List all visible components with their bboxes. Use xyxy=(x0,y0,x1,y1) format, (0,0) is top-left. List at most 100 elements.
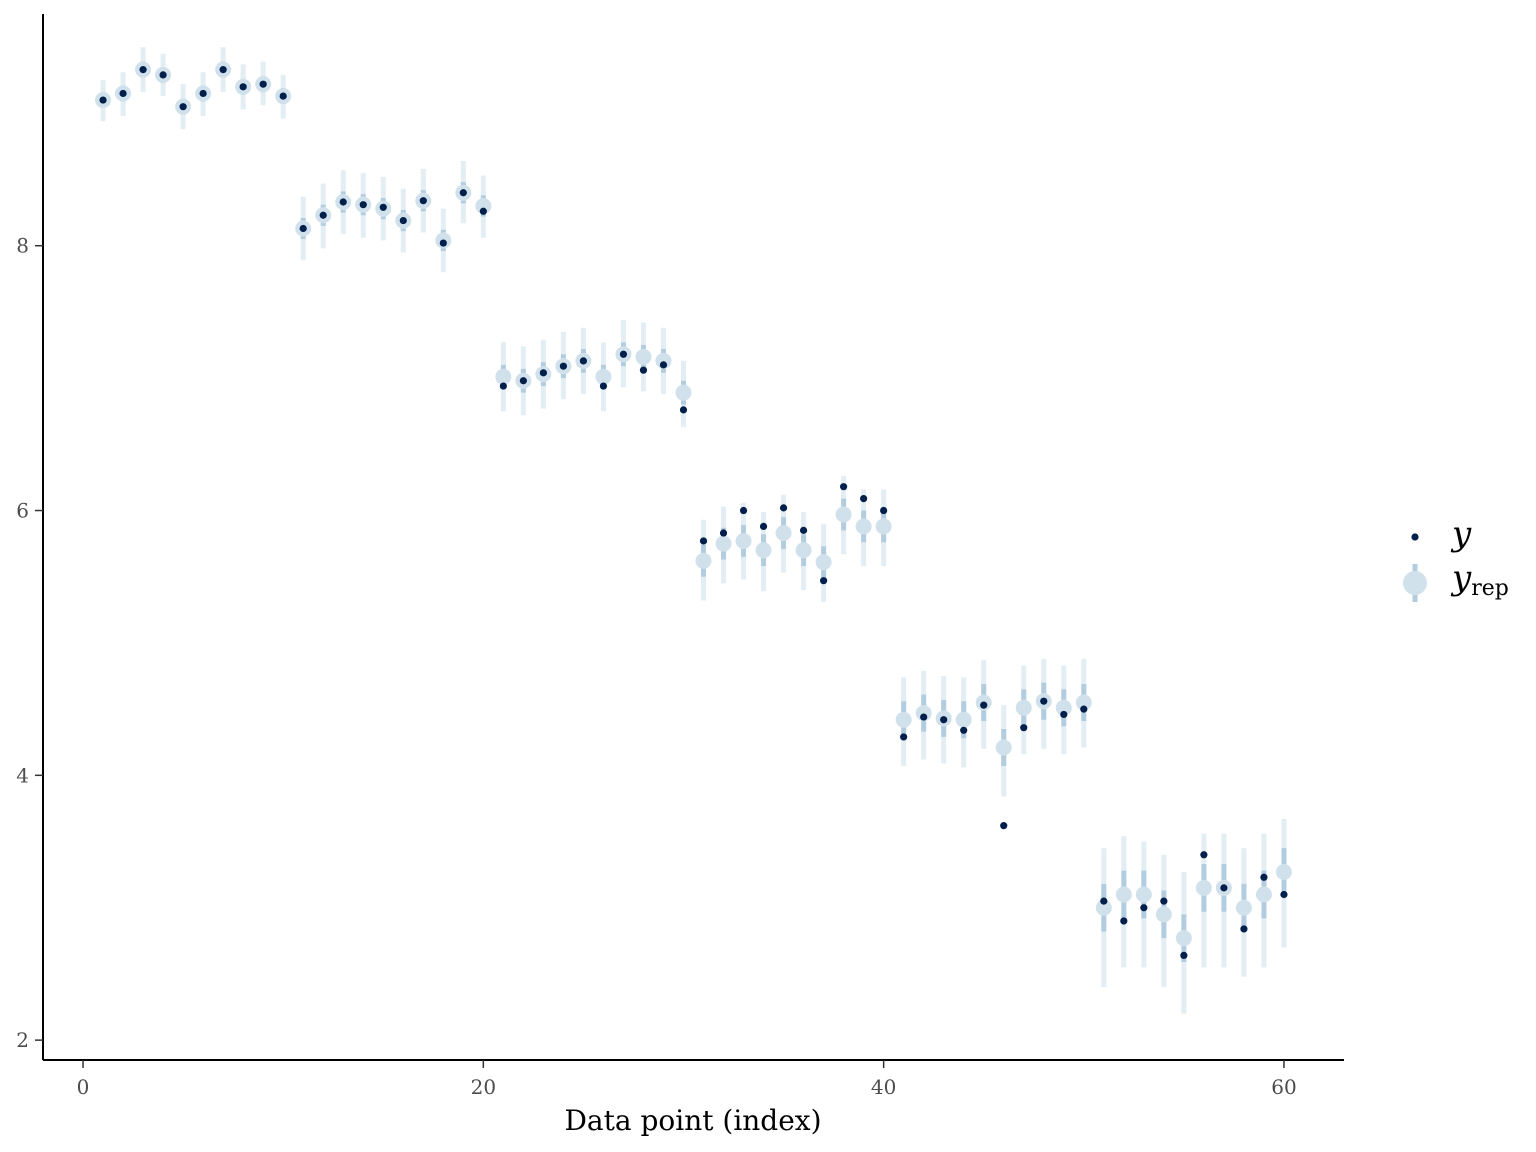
y-point xyxy=(519,377,527,385)
y-point xyxy=(1160,897,1168,905)
y-point xyxy=(1080,705,1088,713)
yrep-point xyxy=(1115,886,1132,903)
legend-y-marker xyxy=(1411,533,1419,541)
y-tick-label: 8 xyxy=(16,234,29,258)
y-point xyxy=(820,577,828,585)
y-point xyxy=(1120,917,1128,925)
y-point xyxy=(880,506,888,515)
yrep-point xyxy=(735,532,752,549)
y-point xyxy=(99,96,107,104)
y-point xyxy=(1060,710,1068,719)
yrep-point xyxy=(1155,906,1172,923)
y-point xyxy=(1180,951,1188,960)
x-tick-label: 40 xyxy=(871,1075,896,1099)
yrep-point xyxy=(1015,699,1032,716)
y-point xyxy=(739,506,748,515)
y-point xyxy=(1240,925,1248,933)
y-point xyxy=(339,198,347,206)
x-tick-label: 60 xyxy=(1271,1075,1296,1099)
yrep-point xyxy=(715,535,732,552)
y-point xyxy=(679,406,688,414)
y-point xyxy=(319,211,327,219)
y-point xyxy=(1020,724,1028,732)
y-tick-label: 6 xyxy=(16,499,29,523)
y-point xyxy=(1280,890,1288,899)
y-tick-label: 4 xyxy=(16,763,29,787)
y-point xyxy=(539,369,547,377)
yrep-point xyxy=(1255,886,1272,903)
y-point xyxy=(1260,873,1268,881)
yrep-point xyxy=(695,552,712,569)
yrep-point xyxy=(495,368,512,385)
y-point xyxy=(759,522,768,531)
y-point xyxy=(699,537,708,545)
legend: y yrep xyxy=(1403,514,1509,602)
y-point xyxy=(719,529,728,537)
yrep-point xyxy=(1135,886,1152,903)
y-point xyxy=(940,716,948,724)
y-point xyxy=(139,66,147,74)
yrep-point xyxy=(1055,699,1072,716)
yrep-point xyxy=(895,711,912,728)
yrep-point xyxy=(955,711,972,728)
y-point xyxy=(920,713,928,721)
yrep-point xyxy=(475,197,492,214)
legend-yrep-base: y xyxy=(1450,558,1472,598)
y-point xyxy=(499,382,507,390)
y-point xyxy=(659,361,668,369)
legend-yrep-marker xyxy=(1403,571,1427,595)
y-point xyxy=(980,701,988,709)
yrep-point xyxy=(1235,899,1252,916)
y-point xyxy=(599,382,608,390)
y-point xyxy=(239,83,247,91)
yrep-point xyxy=(1175,930,1192,947)
y-point xyxy=(439,239,447,247)
legend-y-label: y xyxy=(1450,514,1472,554)
yrep-point xyxy=(635,348,652,365)
y-point xyxy=(459,189,467,197)
yrep-point xyxy=(875,518,892,535)
yrep-point xyxy=(915,705,932,722)
y-point xyxy=(119,89,127,98)
y-point xyxy=(579,357,588,365)
yrep-point xyxy=(1195,879,1212,896)
yrep-point xyxy=(795,542,812,559)
y-ticks: 2 4 6 8 xyxy=(16,234,43,1052)
x-ticks: 0 20 40 60 xyxy=(77,1060,1297,1099)
yrep-point xyxy=(655,352,672,369)
y-point xyxy=(1100,897,1108,905)
x-axis-title: Data point (index) xyxy=(564,1104,821,1137)
y-point xyxy=(860,495,868,503)
yrep-point xyxy=(595,368,612,385)
y-point xyxy=(419,197,427,205)
x-tick-label: 0 xyxy=(77,1075,90,1099)
y-point xyxy=(639,366,648,374)
y-point xyxy=(299,224,307,233)
legend-yrep-subscript: rep xyxy=(1471,576,1509,601)
yrep-point xyxy=(815,554,832,571)
yrep-point xyxy=(1075,694,1092,711)
yrep-point xyxy=(995,739,1012,756)
y-point xyxy=(900,733,908,741)
yrep-point xyxy=(1095,899,1112,916)
y-point xyxy=(1200,851,1208,859)
y-point xyxy=(960,726,968,734)
y-point xyxy=(799,526,808,534)
y-point xyxy=(399,216,407,225)
y-point xyxy=(379,203,387,211)
y-tick-label: 2 xyxy=(16,1028,29,1052)
legend-yrep-label: yrep xyxy=(1450,558,1509,601)
y-point xyxy=(1000,822,1008,830)
y-point xyxy=(779,504,788,512)
y-point xyxy=(359,201,367,209)
y-point xyxy=(279,92,287,100)
yrep-point xyxy=(775,525,792,542)
yrep-point xyxy=(755,542,772,559)
y-point xyxy=(619,350,628,358)
y-point xyxy=(479,207,487,215)
y-point xyxy=(559,362,568,370)
y-point xyxy=(259,80,267,88)
y-point xyxy=(219,66,227,74)
yrep-point xyxy=(675,384,692,401)
